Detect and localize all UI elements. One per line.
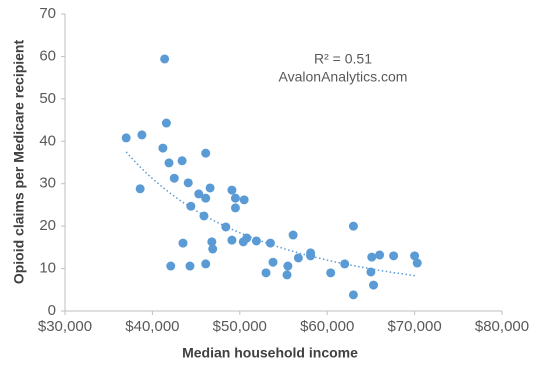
- point: [251, 236, 261, 246]
- point: [194, 189, 204, 199]
- point: [135, 184, 145, 194]
- point: [227, 235, 237, 245]
- point: [208, 244, 218, 254]
- point: [230, 203, 240, 213]
- x-tick-label: $60,000: [300, 318, 354, 335]
- point: [366, 267, 376, 277]
- point: [348, 290, 358, 300]
- point: [158, 143, 168, 153]
- point: [340, 259, 350, 269]
- y-tick-label: 70: [39, 5, 56, 22]
- r-squared: R² = 0.51: [314, 51, 372, 67]
- point: [288, 230, 298, 240]
- point: [137, 130, 147, 140]
- point: [227, 185, 237, 195]
- point: [282, 270, 292, 280]
- point: [326, 268, 336, 278]
- y-tick-label: 30: [39, 175, 56, 192]
- point: [412, 258, 422, 268]
- point: [369, 280, 379, 290]
- point: [283, 261, 293, 271]
- point: [161, 118, 171, 128]
- point: [166, 261, 176, 271]
- y-tick-label: 60: [39, 47, 56, 64]
- point: [221, 222, 231, 232]
- point: [201, 193, 211, 203]
- point: [183, 178, 193, 188]
- point: [207, 237, 217, 247]
- source: AvalonAnalytics.com: [279, 69, 408, 85]
- point: [186, 201, 196, 211]
- point: [293, 253, 303, 263]
- y-tick-label: 50: [39, 90, 56, 107]
- point: [201, 148, 211, 158]
- point: [230, 193, 240, 203]
- point: [178, 238, 188, 248]
- point: [169, 173, 179, 183]
- point: [410, 251, 420, 261]
- point: [265, 238, 275, 248]
- x-tick-label: $80,000: [475, 318, 529, 335]
- point: [306, 251, 316, 261]
- x-tick-label: $70,000: [387, 318, 441, 335]
- point: [177, 156, 187, 166]
- y-tick-label: 10: [39, 260, 56, 277]
- point: [205, 183, 215, 193]
- y-tick-label: 0: [48, 302, 56, 319]
- point: [261, 268, 271, 278]
- point: [348, 221, 358, 231]
- point: [389, 251, 399, 261]
- x-tick-label: $40,000: [125, 318, 179, 335]
- x-tick-label: $50,000: [213, 318, 267, 335]
- y-tick-label: 40: [39, 132, 56, 149]
- point: [375, 250, 385, 260]
- x-axis-title: Median household income: [182, 345, 358, 361]
- point: [164, 158, 174, 168]
- y-axis-title: Opioid claims per Medicare recipient: [11, 40, 27, 285]
- point: [242, 233, 252, 243]
- point: [268, 257, 278, 267]
- point: [185, 261, 195, 271]
- point: [367, 252, 377, 262]
- point: [199, 211, 209, 221]
- point: [239, 195, 249, 205]
- y-tick-label: 20: [39, 217, 56, 234]
- point: [201, 259, 211, 269]
- x-tick-label: $30,000: [38, 318, 92, 335]
- point: [160, 54, 170, 64]
- point: [121, 133, 131, 143]
